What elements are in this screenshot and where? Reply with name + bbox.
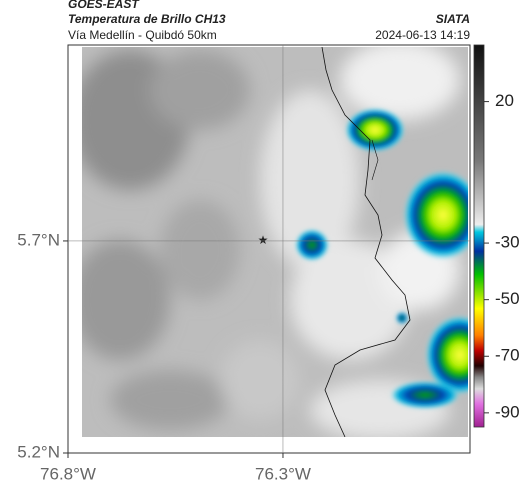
y-tick-label: 5.2°N <box>17 442 60 461</box>
map-frame <box>67 44 471 454</box>
title: GOES-EAST <box>68 0 140 11</box>
subtitle: Temperatura de Brillo CH13 <box>68 12 226 26</box>
x-tick-label: 76.3°W <box>255 464 311 483</box>
satellite-image <box>82 47 468 437</box>
colorbar-tick-label: -30 <box>495 233 520 252</box>
colorbar-tick-label: 20 <box>495 91 514 110</box>
colorbar-tick-label: -90 <box>495 402 520 421</box>
colorbar <box>473 44 485 428</box>
datetime: 2024-06-13 14:19 <box>375 28 470 42</box>
colorbar-tick-label: -70 <box>495 346 520 365</box>
route: Vía Medellín - Quibdó 50km <box>68 28 217 42</box>
x-tick-label: 76.8°W <box>40 464 96 483</box>
location-marker: ★ <box>258 233 269 247</box>
y-tick-label: 5.7°N <box>17 230 60 249</box>
source: SIATA <box>436 12 470 26</box>
colorbar-tick-label: -50 <box>495 289 520 308</box>
